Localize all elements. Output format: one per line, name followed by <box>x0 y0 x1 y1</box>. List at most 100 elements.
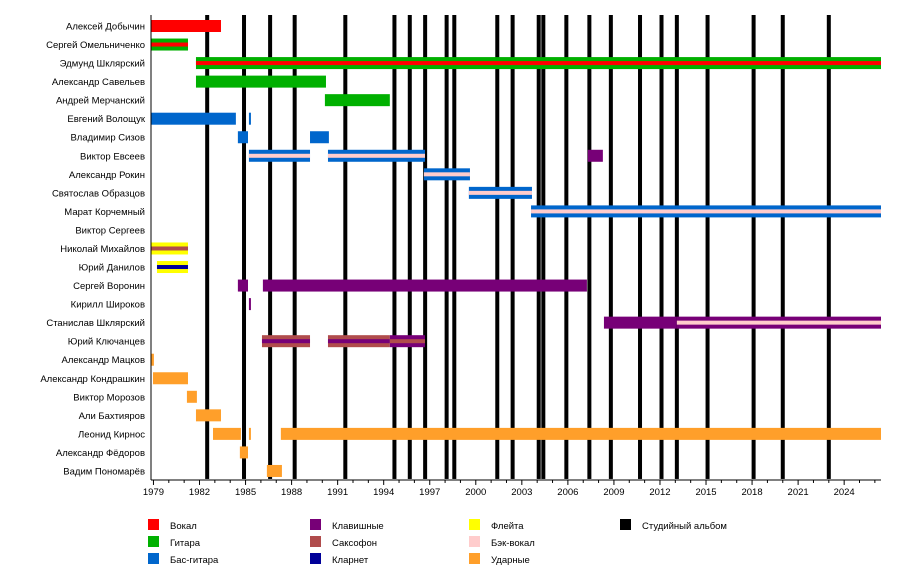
member-label: Марат Корчемный <box>64 207 145 218</box>
bar-stripe-clarinet <box>156 265 188 270</box>
album-line <box>536 15 541 479</box>
bar-bass <box>237 131 249 144</box>
album-line <box>587 15 592 479</box>
member-label: Виктор Сергеев <box>75 225 145 236</box>
album-line <box>564 15 569 479</box>
member-label: Александр Мацков <box>61 355 145 366</box>
album-line <box>510 15 515 479</box>
legend-swatch-drums <box>469 553 480 564</box>
x-tick-label: 2015 <box>695 487 716 498</box>
bar-keys <box>237 279 249 292</box>
album-line <box>292 15 297 479</box>
legend-label-sax: Саксофон <box>332 538 377 549</box>
album-line <box>268 15 273 479</box>
x-tick-label: 1997 <box>419 487 440 498</box>
x-tick-label: 1994 <box>373 487 394 498</box>
legend-swatch-flute <box>469 519 480 530</box>
legend-swatch-bass <box>148 553 159 564</box>
bar-stripe-backing <box>423 172 470 177</box>
member-label: Виктор Евсеев <box>80 151 145 162</box>
bar-drums <box>151 353 154 366</box>
x-tick-label: 1979 <box>143 487 164 498</box>
bar-guitar <box>324 94 390 107</box>
bar-stripe-vocal <box>151 42 188 47</box>
bar-bass <box>151 112 236 125</box>
bar-keys <box>603 316 677 329</box>
bar-stripe-keys <box>261 339 311 344</box>
album-line <box>495 15 500 479</box>
album-line <box>705 15 710 479</box>
legend-label-backing: Бэк-вокал <box>491 538 535 549</box>
album-line <box>205 15 210 479</box>
member-label: Вадим Пономарёв <box>63 466 145 477</box>
member-labels: Алексей Добычин Сергей Омельниченко Эдмунд… <box>40 22 146 478</box>
legend-label-drums: Ударные <box>491 555 530 566</box>
album-line <box>659 15 664 479</box>
bar-drums <box>152 372 188 385</box>
member-bars <box>151 20 882 477</box>
member-label: Станислав Шклярский <box>46 318 145 329</box>
bar-keys <box>262 279 587 292</box>
bar-stripe-backing <box>327 153 425 158</box>
member-label: Алексей Добычин <box>66 22 145 33</box>
bar-drums <box>195 409 221 422</box>
member-label: Леонид Кирнос <box>78 429 145 440</box>
album-line <box>826 15 831 479</box>
bar-stripe-backing <box>468 190 532 195</box>
x-tick-label: 2003 <box>511 487 532 498</box>
bar-stripe-vocal <box>195 61 882 66</box>
x-tick-label: 2012 <box>649 487 670 498</box>
bar-keys <box>248 298 251 311</box>
member-label: Сергей Омельниченко <box>46 40 145 51</box>
legend-label-clarinet: Кларнет <box>332 555 369 566</box>
album-line <box>392 15 397 479</box>
legend-label-bass: Бас-гитара <box>170 555 219 566</box>
bar-stripe-sax <box>151 246 188 251</box>
member-label: Евгений Волощук <box>67 114 145 125</box>
album-line <box>608 15 613 479</box>
x-tick-label: 2000 <box>465 487 486 498</box>
bar-drums <box>266 464 282 477</box>
member-label: Юрий Данилов <box>79 263 145 274</box>
x-tick-label: 1991 <box>327 487 348 498</box>
bar-stripe-backing <box>531 209 881 214</box>
member-label: Андрей Мерчанский <box>56 96 145 107</box>
album-line <box>780 15 785 479</box>
legend-swatch-album <box>620 519 631 530</box>
bar-drums <box>186 390 197 403</box>
x-tick-label: 2021 <box>788 487 809 498</box>
album-line <box>444 15 449 479</box>
legend-label-guitar: Гитара <box>170 538 201 549</box>
album-line <box>541 15 546 479</box>
x-tick-label: 1988 <box>281 487 302 498</box>
album-lines <box>205 15 831 479</box>
member-label: Сергей Воронин <box>73 281 145 292</box>
x-tick-label: 2006 <box>557 487 578 498</box>
album-line <box>638 15 643 479</box>
legend: Вокал Гитара Бас-гитара Клавишные Саксофон Кл… <box>148 519 727 566</box>
album-line <box>423 15 428 479</box>
bar-drums <box>239 446 249 459</box>
bar-keys <box>587 149 603 162</box>
member-label: Святослав Образцов <box>52 188 145 199</box>
bar-bass <box>310 131 329 144</box>
album-line <box>242 15 247 479</box>
album-line <box>343 15 348 479</box>
bar-bass <box>248 112 251 125</box>
bar-drums <box>280 427 882 440</box>
album-line <box>674 15 679 479</box>
x-tick-label: 2018 <box>741 487 762 498</box>
legend-label-keys: Клавишные <box>332 521 384 532</box>
member-label: Виктор Морозов <box>73 392 145 403</box>
member-label: Александр Фёдоров <box>56 448 145 459</box>
x-axis: 1979 1982 1985 1988 1991 1994 1997 2000 2003 2006… <box>143 15 881 498</box>
bar-vocal <box>151 20 221 32</box>
x-tick-label: 2024 <box>834 487 855 498</box>
member-label: Александр Рокин <box>69 170 145 181</box>
x-tick-label: 2009 <box>603 487 624 498</box>
bar-stripe-sax <box>389 339 425 344</box>
member-label: Али Бахтияров <box>79 411 145 422</box>
member-label: Николай Михайлов <box>60 244 145 255</box>
legend-swatch-clarinet <box>310 553 321 564</box>
